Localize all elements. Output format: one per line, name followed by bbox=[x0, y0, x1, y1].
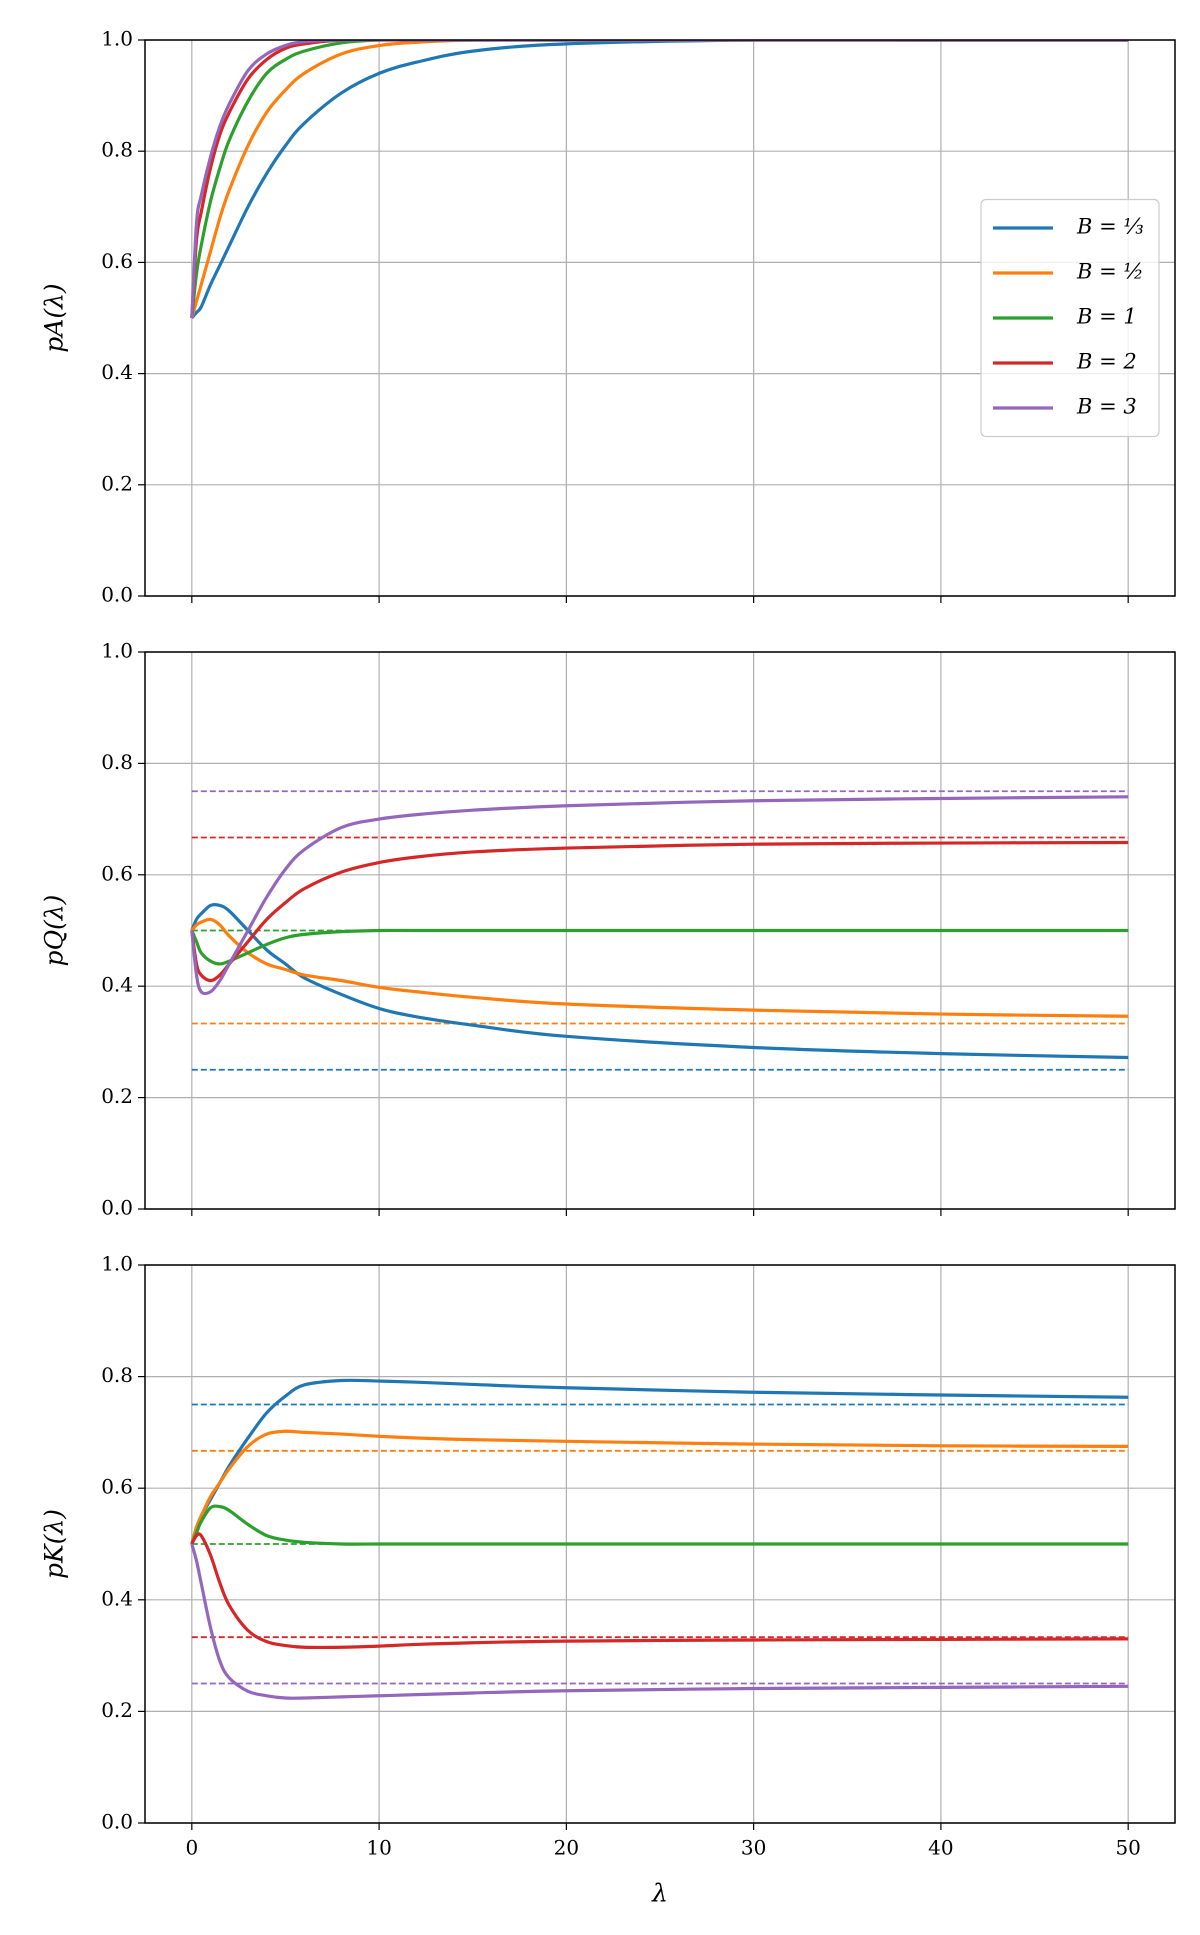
y-tick-label: 0.2 bbox=[101, 1698, 133, 1722]
legend-label: B = 1 bbox=[1076, 305, 1137, 329]
axes-frame bbox=[144, 651, 1176, 1210]
y-tick-label: 0.6 bbox=[101, 249, 133, 273]
series-line bbox=[190, 928, 1129, 966]
legend-box bbox=[980, 198, 1160, 438]
y-tick-label: 0.8 bbox=[101, 750, 133, 774]
y-tick-label: 0.0 bbox=[101, 1196, 133, 1220]
series-line bbox=[190, 1429, 1129, 1545]
y-tick-label: 1.0 bbox=[101, 639, 133, 663]
y-tick-label: 0.8 bbox=[101, 138, 133, 162]
legend-label: B = ½ bbox=[1076, 260, 1144, 284]
x-tick-label: 50 bbox=[1115, 1836, 1140, 1860]
series-line bbox=[190, 1504, 1129, 1546]
axes-frame bbox=[144, 1264, 1176, 1824]
y-axis-label: pK(λ) bbox=[40, 1509, 69, 1579]
x-axis-label: λ bbox=[651, 1879, 668, 1908]
series-line bbox=[190, 1532, 1129, 1650]
y-tick-label: 0.6 bbox=[101, 861, 133, 885]
series-line bbox=[190, 1543, 1129, 1700]
subplot: 0.0 0.2 0.4 0.6 0.8 1.0 pQ(λ) bbox=[40, 639, 1176, 1220]
y-tick-label: 0.0 bbox=[101, 583, 133, 607]
series-line bbox=[190, 917, 1129, 1018]
y-axis-label: pA(λ) bbox=[40, 283, 69, 352]
series-line bbox=[190, 40, 1129, 319]
series-line bbox=[190, 840, 1129, 983]
y-tick-label: 0.0 bbox=[101, 1810, 133, 1834]
series-line bbox=[190, 40, 1129, 319]
y-tick-label: 0.2 bbox=[101, 1084, 133, 1108]
y-tick-label: 0.4 bbox=[101, 1586, 133, 1610]
legend-label: B = 2 bbox=[1076, 350, 1137, 374]
y-tick-label: 0.4 bbox=[101, 973, 133, 997]
axes-frame bbox=[144, 39, 1176, 597]
y-tick-label: 1.0 bbox=[101, 27, 133, 51]
series-line bbox=[190, 902, 1129, 1060]
legend-label: B = 3 bbox=[1076, 395, 1137, 419]
subplot: 0 10 20 30 40 50 0.0 0.2 0.4 0.6 0.8 1.0 pK(λ) λ bbox=[40, 1252, 1176, 1908]
y-tick-label: 0.2 bbox=[101, 471, 133, 495]
series-line bbox=[190, 40, 1129, 320]
x-tick-label: 0 bbox=[185, 1836, 198, 1860]
series-line bbox=[190, 795, 1129, 996]
subplot: 0.0 0.2 0.4 0.6 0.8 1.0 pA(λ) B = ⅓ B = ½ B = 1 B … bbox=[40, 27, 1176, 607]
y-axis-label: pQ(λ) bbox=[40, 895, 69, 967]
x-tick-label: 10 bbox=[366, 1836, 391, 1860]
x-tick-label: 40 bbox=[928, 1836, 953, 1860]
legend-label: B = ⅓ bbox=[1076, 215, 1144, 239]
x-tick-label: 20 bbox=[554, 1836, 579, 1860]
x-tick-label: 30 bbox=[741, 1836, 766, 1860]
y-tick-label: 1.0 bbox=[101, 1252, 133, 1276]
y-tick-label: 0.8 bbox=[101, 1363, 133, 1387]
y-tick-label: 0.6 bbox=[101, 1475, 133, 1499]
series-line bbox=[190, 40, 1129, 319]
y-tick-label: 0.4 bbox=[101, 360, 133, 384]
